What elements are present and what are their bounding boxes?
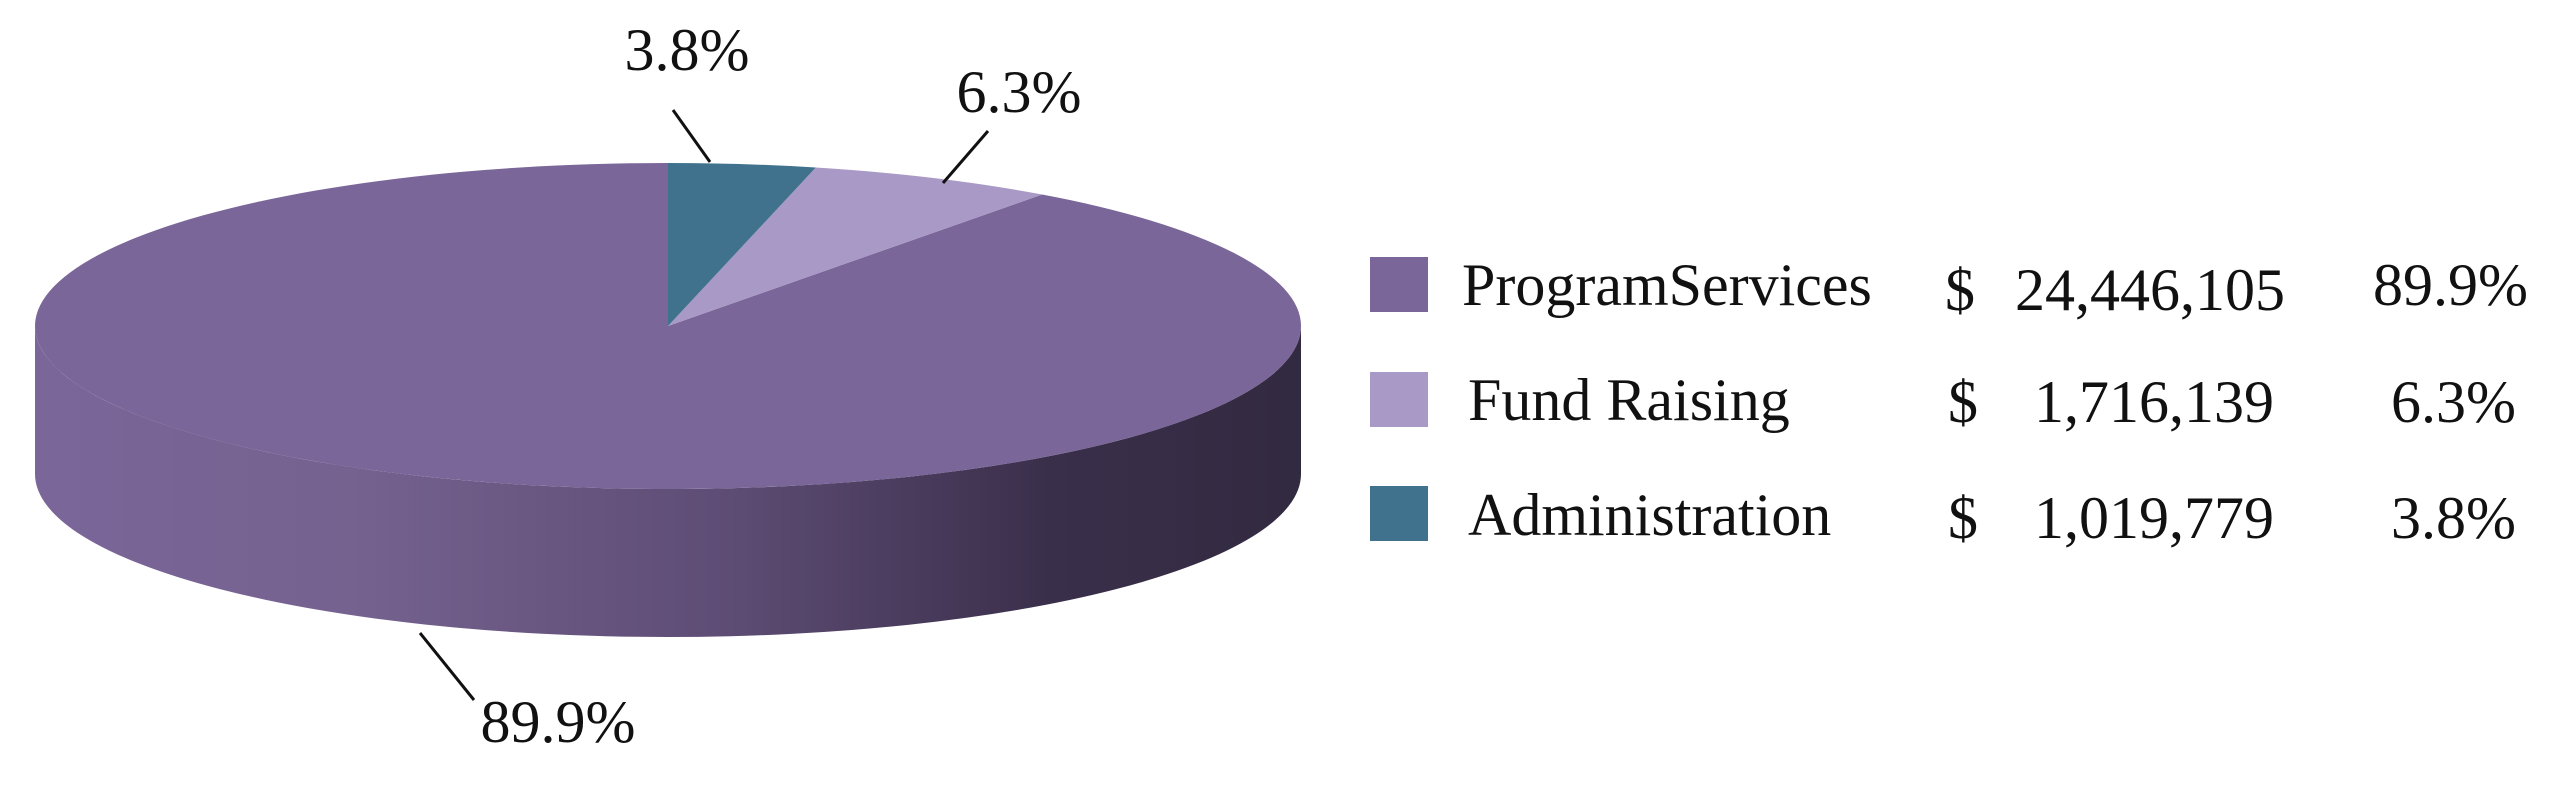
legend-currency-program-services: $ bbox=[1945, 257, 1975, 323]
legend: ProgramServices $ 24,446,105 89.9% Fund … bbox=[1370, 252, 2528, 551]
legend-swatch-program-services bbox=[1370, 257, 1428, 312]
legend-percent-program-services: 89.9% bbox=[2373, 252, 2528, 318]
pie-slice-program-services bbox=[35, 163, 1302, 489]
leader-line-program-services bbox=[418, 632, 476, 701]
pie-slice-fund-raising bbox=[668, 167, 1043, 326]
legend-percent-administration: 3.8% bbox=[2391, 485, 2516, 551]
legend-swatch-administration bbox=[1370, 486, 1428, 541]
pie-side-wall bbox=[35, 326, 1301, 637]
legend-amount-administration: 1,019,779 bbox=[2034, 485, 2274, 551]
legend-item-administration: Administration $ 1,019,779 3.8% bbox=[1370, 482, 2516, 551]
legend-label-administration: Administration bbox=[1468, 482, 1831, 548]
leader-line-fund-raising bbox=[941, 130, 990, 184]
slice-label-fund-raising: 6.3% bbox=[957, 59, 1082, 125]
leader-line-administration bbox=[671, 109, 712, 163]
legend-amount-fund-raising: 1,716,139 bbox=[2034, 369, 2274, 435]
pie-slice-administration bbox=[668, 163, 816, 326]
legend-swatch-fund-raising bbox=[1370, 372, 1428, 427]
legend-currency-fund-raising: $ bbox=[1948, 369, 1978, 435]
legend-label-fund-raising: Fund Raising bbox=[1468, 367, 1790, 433]
legend-label-program-services: ProgramServices bbox=[1462, 252, 1872, 318]
legend-item-fund-raising: Fund Raising $ 1,716,139 6.3% bbox=[1370, 367, 2516, 435]
slice-label-program-services: 89.9% bbox=[481, 689, 636, 755]
slice-label-administration: 3.8% bbox=[625, 17, 750, 83]
legend-item-program-services: ProgramServices $ 24,446,105 89.9% bbox=[1370, 252, 2528, 323]
legend-amount-program-services: 24,446,105 bbox=[2015, 257, 2285, 323]
legend-currency-administration: $ bbox=[1948, 485, 1978, 551]
legend-percent-fund-raising: 6.3% bbox=[2391, 369, 2516, 435]
pie-slices bbox=[35, 163, 1302, 489]
